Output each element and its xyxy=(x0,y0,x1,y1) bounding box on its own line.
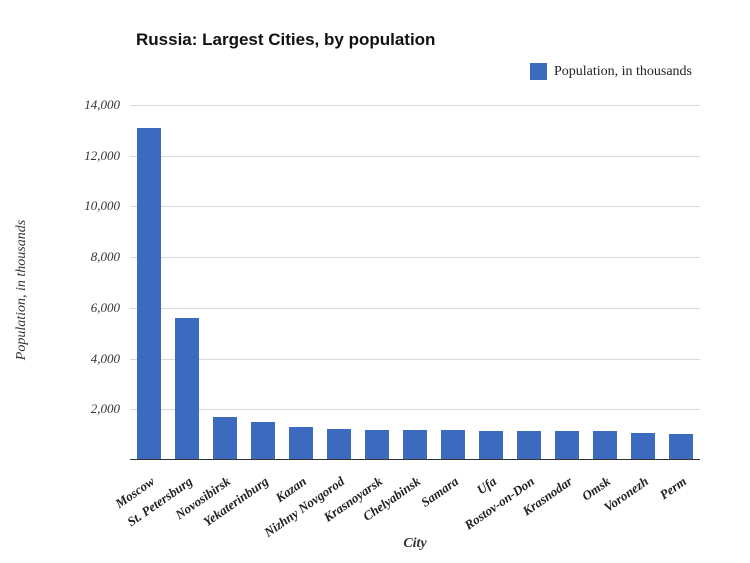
gridline xyxy=(130,358,700,360)
bar xyxy=(479,431,503,460)
bar xyxy=(251,422,275,460)
x-axis-title: City xyxy=(403,536,427,551)
legend: Population, in thousands xyxy=(529,63,692,80)
bar xyxy=(631,433,655,460)
gridline xyxy=(130,105,700,106)
x-axis-tick-labels: Moscow St. Petersburg Novosibirsk Yekaterin… xyxy=(112,462,700,542)
gridline xyxy=(130,155,700,157)
bar xyxy=(669,434,693,460)
bar-series xyxy=(130,105,700,460)
bar xyxy=(403,430,427,460)
legend-swatch xyxy=(529,63,547,80)
chart-title: Russia: Largest Cities, by population xyxy=(136,30,436,49)
bar xyxy=(365,430,389,460)
bar xyxy=(289,427,313,460)
gridline xyxy=(130,307,700,309)
y-tick-label: 8,000 xyxy=(90,249,120,265)
bar xyxy=(137,128,161,460)
gridline xyxy=(130,206,700,208)
bar xyxy=(213,417,237,460)
y-tick-label: 2,000 xyxy=(90,401,120,417)
bar xyxy=(327,429,351,460)
bar xyxy=(593,431,617,460)
y-tick-label: 4,000 xyxy=(90,350,120,366)
bar xyxy=(175,318,199,460)
legend-label: Population, in thousands xyxy=(553,63,692,79)
y-tick-label: 10,000 xyxy=(84,198,120,214)
gridline xyxy=(130,409,700,411)
y-tick-label: 14,000 xyxy=(84,97,120,112)
bar xyxy=(517,431,541,460)
y-tick-label: 6,000 xyxy=(90,299,120,315)
y-tick-label: 12,000 xyxy=(84,147,120,163)
gridline xyxy=(130,257,700,259)
plot-area: 2,000 4,000 6,000 8,000 10,000 12,000 14,000 xyxy=(84,97,700,460)
bar xyxy=(555,431,579,460)
y-axis-title: Population, in thousands xyxy=(14,219,29,361)
bar xyxy=(441,430,465,460)
x-axis-line xyxy=(130,459,700,460)
